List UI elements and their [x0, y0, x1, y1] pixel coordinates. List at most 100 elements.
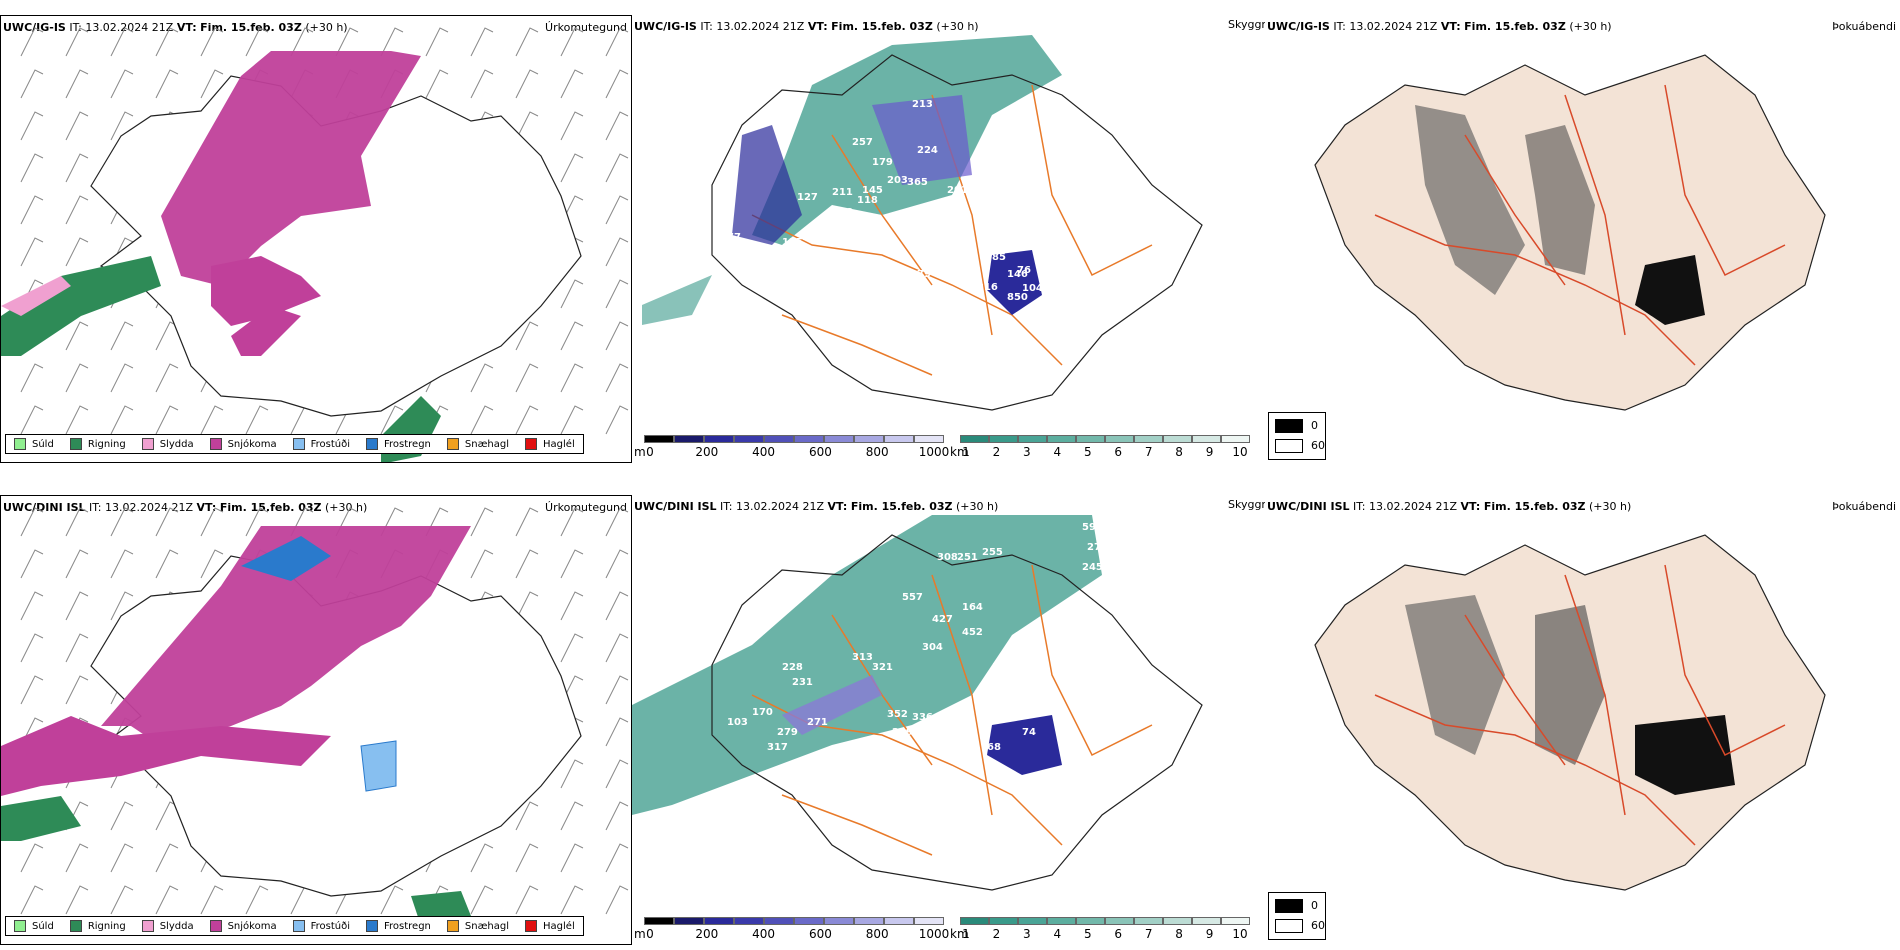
cloud-base-value: 157 — [887, 802, 908, 813]
colorbar-tick: 400 — [752, 445, 776, 459]
fog-map — [1314, 54, 1826, 411]
wind-barb — [20, 885, 44, 915]
wind-barb — [605, 111, 629, 141]
valid-time: Fim. 15.feb. 03Z — [831, 20, 933, 33]
wind-barb — [110, 111, 134, 141]
panel-header: UWC/IG-IS IT: 13.02.2024 21Z VT: Fim. 15… — [3, 21, 348, 34]
colorbar-segment — [1163, 917, 1192, 925]
wind-barb — [605, 591, 629, 621]
wind-barb — [200, 69, 224, 99]
panel-title: Þokuábendi — [1832, 20, 1896, 33]
colorbar-tick: 10 — [1232, 445, 1248, 459]
legend-swatch — [366, 920, 378, 932]
panel-title: Úrkomutegund — [545, 501, 627, 514]
legend-label: Frostúði — [310, 438, 350, 450]
wind-barb — [110, 843, 134, 873]
valid-time: Fim. 15.feb. 03Z — [850, 500, 953, 513]
init-time: IT: 13.02.2024 21Z — [720, 500, 825, 513]
cloud-base-panel-2: UWC/DINI ISL IT: 13.02.2024 21Z VT: Fim.… — [632, 495, 1252, 945]
wind-barb — [20, 195, 44, 225]
cloud-base-value: 167 — [832, 222, 853, 233]
lead-time: (+30 h) — [1589, 500, 1632, 513]
lead-time: (+30 h) — [325, 501, 368, 514]
legend-label: Haglél — [543, 438, 575, 450]
cloud-base-low — [782, 675, 882, 735]
init-time: IT: 13.02.2024 21Z — [700, 20, 805, 33]
colorbar-segment — [960, 917, 989, 925]
visibility-colorbar: km 1 2 3 4 5 6 7 8 9 10 — [950, 435, 1250, 461]
road-network — [1374, 84, 1786, 366]
colorbar-segment — [824, 917, 854, 925]
legend-label: Snjókoma — [227, 920, 277, 932]
colorbar-segment — [914, 917, 944, 925]
init-time: IT: 13.02.2024 21Z — [89, 501, 194, 514]
legend-item: Haglél — [525, 920, 575, 932]
colorbar-tick: 10 — [1232, 927, 1248, 941]
colorbar-segment — [1076, 917, 1105, 925]
wind-barb — [425, 27, 449, 57]
cloud-base-value: 68 — [987, 742, 1001, 753]
colorbar-segment — [794, 917, 824, 925]
legend-item: Frostregn — [366, 920, 431, 932]
wind-barb — [65, 591, 89, 621]
wind-barb — [110, 885, 134, 915]
colorbar-segment — [1192, 435, 1221, 443]
cloud-base-low — [987, 250, 1042, 315]
wind-barb — [245, 27, 269, 57]
cloud-base-value: 127 — [797, 192, 818, 203]
wind-barb — [560, 321, 584, 351]
wind-barb — [470, 549, 494, 579]
valid-label: VT: — [176, 21, 197, 34]
legend-swatch — [209, 920, 222, 932]
cloud-base-value: 118 — [857, 195, 878, 206]
wind-barb — [605, 321, 629, 351]
cloud-base-value: 92 — [1012, 777, 1026, 788]
cloud-base-value: 146 — [1007, 269, 1028, 280]
cloud-base-value: 257 — [852, 137, 873, 148]
wind-barb — [200, 549, 224, 579]
key-value: 60 — [1311, 439, 1325, 452]
legend-swatch — [446, 438, 459, 450]
cloud-base-value: 370 — [992, 662, 1013, 673]
key-swatch-white — [1275, 919, 1303, 933]
wind-barb — [20, 843, 44, 873]
precip-type-panel-1: UWC/IG-IS IT: 13.02.2024 21Z VT: Fim. 15… — [0, 15, 632, 463]
cloud-base-colorbar: m 0 200 400 600 800 1000 — [634, 917, 949, 943]
colorbar-tick: 200 — [695, 445, 719, 459]
wind-barb — [560, 405, 584, 435]
cloud-base-value: 208 — [867, 817, 888, 828]
valid-time: Fim. 15.feb. 03Z — [200, 21, 302, 34]
wind-barb — [20, 633, 44, 663]
wind-barb — [65, 405, 89, 435]
wind-barb — [20, 153, 44, 183]
wind-barb — [110, 69, 134, 99]
legend-swatch — [14, 438, 26, 450]
colorbar-tick: 2 — [992, 927, 1001, 941]
cloud-base-value: 850 — [1042, 287, 1063, 298]
cloud-base-value: 245 — [1082, 562, 1103, 573]
colorbar-tick: 1 — [962, 927, 970, 941]
colorbar-segment — [1134, 435, 1163, 443]
lead-time: (+30 h) — [956, 500, 999, 513]
colorbar-segment — [734, 435, 764, 443]
colorbar-segment — [674, 435, 704, 443]
model-name: UWC/IG-IS — [1267, 20, 1330, 33]
cloud-base-value: 90 — [987, 762, 1001, 773]
valid-label: VT: — [1460, 500, 1481, 513]
key-value: 60 — [1311, 919, 1325, 932]
wind-barb — [155, 549, 179, 579]
colorbar-tick: 9 — [1205, 445, 1214, 459]
wind-barb — [560, 801, 584, 831]
wind-barb — [560, 591, 584, 621]
wind-barb — [155, 843, 179, 873]
colorbar-tick: 1000 — [918, 927, 950, 941]
colorbar-segment — [674, 917, 704, 925]
colorbar-tick: 3 — [1023, 927, 1031, 941]
colorbar-tick: 7 — [1144, 445, 1153, 459]
wind-barb — [65, 507, 89, 537]
cloud-base-value: 255 — [982, 547, 1003, 558]
legend-swatch — [366, 438, 378, 450]
colorbar-segment — [854, 917, 884, 925]
